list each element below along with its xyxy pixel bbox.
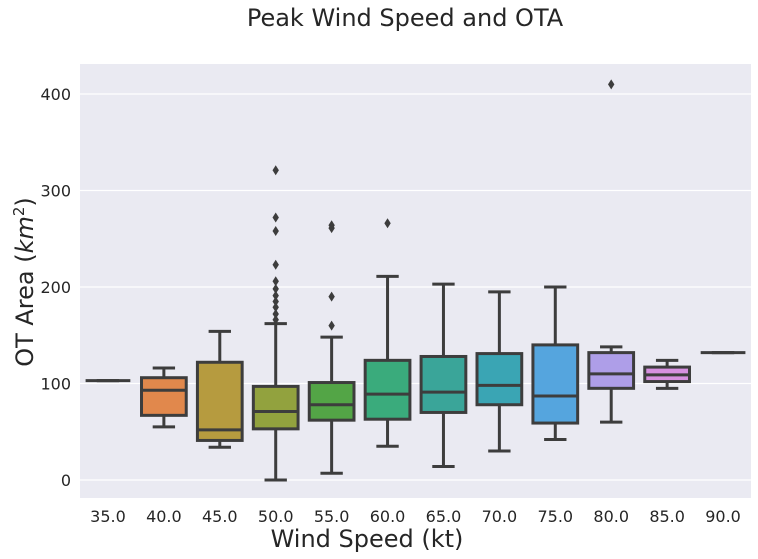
box-45.0 <box>195 329 244 449</box>
y-axis-label-unit: km <box>11 216 39 253</box>
x-tick-label: 55.0 <box>314 507 350 526</box>
iqr-box <box>251 384 300 431</box>
iqr-box <box>587 351 636 390</box>
x-tick-label: 35.0 <box>90 507 126 526</box>
y-tick-label: 200 <box>40 278 71 297</box>
x-tick-label: 90.0 <box>705 507 741 526</box>
iqr-box <box>363 358 412 421</box>
x-tick-label: 85.0 <box>649 507 685 526</box>
x-tick-label: 70.0 <box>482 507 518 526</box>
box-85.0 <box>643 358 691 390</box>
outlier-point <box>608 79 615 90</box>
outlier-point <box>272 302 279 313</box>
outlier-point <box>272 283 279 294</box>
iqr-box <box>419 354 468 414</box>
box-80.0 <box>587 79 636 424</box>
iqr-box <box>531 343 580 425</box>
box-55.0 <box>307 220 356 475</box>
box-65.0 <box>419 282 468 468</box>
x-tick-labels: 35.0 40.0 45.0 50.0 55.0 60.0 65.0 70.0 75.0 80.0… <box>90 507 741 526</box>
x-tick-label: 40.0 <box>146 507 182 526</box>
boxes <box>85 79 746 482</box>
outlier-point <box>272 212 279 223</box>
box-50.0 <box>251 165 300 482</box>
outlier-point <box>272 259 279 270</box>
box-75.0 <box>531 285 580 441</box>
iqr-box <box>140 376 188 417</box>
outlier-point <box>328 320 335 331</box>
x-tick-label: 50.0 <box>258 507 294 526</box>
gridlines <box>80 93 751 481</box>
x-tick-label: 75.0 <box>537 507 573 526</box>
chart-title: Peak Wind Speed and OTA <box>247 4 564 32</box>
outlier-point <box>272 309 279 320</box>
x-tick-label: 80.0 <box>593 507 629 526</box>
outlier-point <box>272 276 279 287</box>
x-axis-label: Wind Speed (kt) <box>271 525 464 553</box>
iqr-box <box>307 381 356 422</box>
iqr-box <box>475 352 524 407</box>
x-tick-label: 45.0 <box>202 507 238 526</box>
box-40.0 <box>140 366 188 429</box>
y-tick-label: 400 <box>40 85 71 104</box>
y-axis-label-close: ) <box>11 197 39 206</box>
outlier-point <box>328 223 335 234</box>
y-axis-label: OT Area (km2) <box>10 197 39 367</box>
box-70.0 <box>475 290 524 453</box>
y-tick-label: 100 <box>40 375 71 394</box>
y-tick-label: 0 <box>61 471 71 490</box>
outlier-point <box>272 314 279 325</box>
outlier-point <box>328 291 335 302</box>
outlier-point <box>272 290 279 301</box>
box-60.0 <box>363 218 412 448</box>
outlier-point <box>272 226 279 237</box>
x-tick-label: 65.0 <box>426 507 462 526</box>
y-axis-label-text: OT Area ( <box>11 253 39 366</box>
outlier-point <box>384 218 391 229</box>
y-axis-label-exponent: 2 <box>10 207 28 217</box>
x-tick-label: 60.0 <box>370 507 406 526</box>
iqr-box <box>195 360 244 442</box>
y-tick-label: 300 <box>40 182 71 201</box>
plot-area <box>80 64 751 498</box>
y-tick-labels: 0 100 200 300 400 <box>40 85 71 490</box>
outlier-point <box>272 165 279 176</box>
outlier-point <box>272 296 279 307</box>
